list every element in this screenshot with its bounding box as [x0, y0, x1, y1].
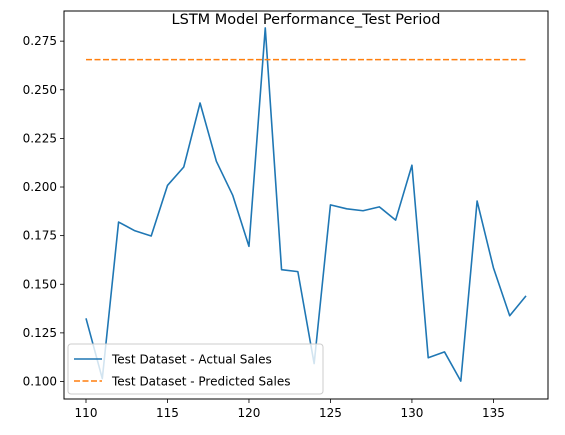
x-axis: 110 115 120 125 130 135 — [75, 399, 505, 420]
y-tick-label: 0.150 — [23, 277, 57, 291]
x-tick-label: 135 — [482, 406, 505, 420]
y-tick-label: 0.175 — [23, 229, 57, 243]
legend-label-actual: Test Dataset - Actual Sales — [111, 353, 272, 367]
y-tick-label: 0.200 — [23, 180, 57, 194]
legend-label-predicted: Test Dataset - Predicted Sales — [111, 375, 290, 389]
y-tick-label: 0.225 — [23, 131, 57, 145]
y-tick-label: 0.125 — [23, 326, 57, 340]
y-axis: 0.100 0.125 0.150 0.175 0.200 0.225 0.250 0.275 — [23, 34, 64, 388]
axes-frame — [63, 10, 549, 400]
legend: Test Dataset - Actual Sales Test Dataset… — [67, 343, 324, 395]
x-tick-label: 110 — [75, 406, 98, 420]
y-tick-label: 0.275 — [23, 34, 57, 48]
chart-title: LSTM Model Performance_Test Period — [172, 12, 441, 28]
series-line-actual — [85, 27, 527, 382]
x-tick-label: 115 — [156, 406, 179, 420]
x-tick-label: 120 — [238, 406, 261, 420]
x-tick-label: 125 — [319, 406, 342, 420]
legend-box — [67, 343, 324, 395]
y-tick-label: 0.100 — [23, 374, 57, 388]
plot-area — [85, 27, 527, 382]
y-tick-label: 0.250 — [23, 83, 57, 97]
x-tick-label: 130 — [400, 406, 423, 420]
